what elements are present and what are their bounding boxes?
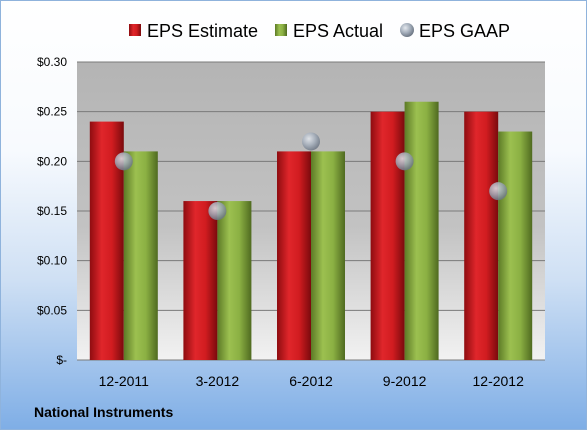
y-tick-label: $0.10 [37,254,67,268]
y-tick-label: $0.30 [37,55,67,69]
x-tick-label: 3-2012 [196,373,240,389]
x-tick-label: 12-2012 [473,373,525,389]
legend-swatch-eps-actual [275,24,287,36]
x-tick-label: 9-2012 [383,373,427,389]
bar-eps-estimate [277,151,311,360]
y-tick-label: $0.15 [37,204,67,218]
bar-eps-actual [217,201,252,360]
bar-eps-actual [123,151,158,360]
point-eps-gaap [489,182,508,201]
x-tick-label: 6-2012 [289,373,333,389]
bar-eps-estimate [183,201,218,360]
x-tick-label: 12-2011 [99,373,150,389]
y-tick-label: $0.05 [37,303,67,317]
point-eps-gaap [114,152,133,171]
legend-swatch-eps-gaap [400,23,414,37]
point-eps-gaap [208,202,227,220]
company-name: National Instruments [34,404,173,420]
legend-swatch-eps-estimate [129,24,141,36]
bar-eps-actual [498,131,533,360]
legend-label: EPS Estimate [147,21,258,41]
bar-eps-actual [311,151,345,360]
point-eps-gaap [395,152,414,171]
legend-label: EPS Actual [293,21,383,41]
bar-eps-estimate [464,111,499,361]
y-tick-label: $- [56,353,67,367]
y-tick-label: $0.20 [37,154,67,168]
bar-eps-estimate [370,111,405,361]
legend-label: EPS GAAP [419,21,510,41]
y-tick-label: $0.25 [37,105,67,119]
bar-eps-actual [404,101,439,360]
point-eps-gaap [302,132,320,151]
